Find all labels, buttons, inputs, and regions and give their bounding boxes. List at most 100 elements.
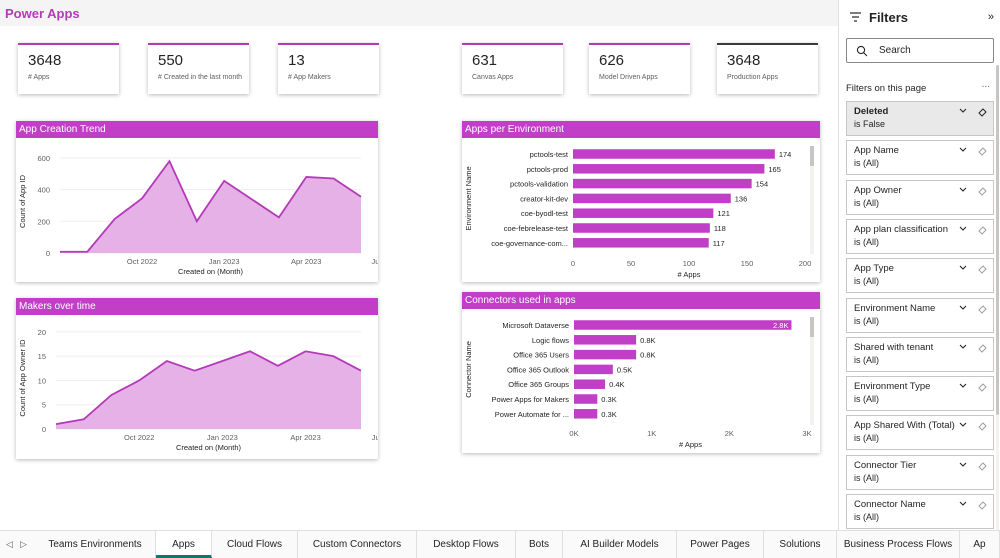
- clear-filter-icon[interactable]: [977, 500, 987, 510]
- tab-scroll-left-icon[interactable]: ◁: [6, 539, 13, 549]
- chevron-down-icon[interactable]: [959, 226, 967, 232]
- app-creation-trend-card[interactable]: App Creation Trend 0 200 400 600 Oct 2022 Jan…: [16, 121, 378, 282]
- filter-card[interactable]: App plan classification is (All): [846, 218, 994, 254]
- filter-name: App Type: [854, 263, 894, 275]
- clear-filter-icon[interactable]: [977, 461, 987, 471]
- filter-value: is (All): [854, 433, 879, 444]
- clear-filter-icon[interactable]: [977, 225, 987, 235]
- category-label: coe-byodl-test: [521, 209, 569, 218]
- kpi-label: # Created in the last month: [158, 74, 243, 81]
- bar: [573, 149, 775, 159]
- clear-filter-icon[interactable]: [977, 304, 987, 314]
- bar: [573, 193, 731, 204]
- filter-card[interactable]: App Name is (All): [846, 140, 994, 176]
- chevron-down-icon[interactable]: [959, 147, 967, 153]
- data-label: 117: [713, 239, 725, 248]
- tab-ai-builder-models[interactable]: AI Builder Models: [563, 531, 677, 558]
- filter-card[interactable]: App Shared With (Total) is (All): [846, 415, 994, 451]
- clear-filter-icon[interactable]: [977, 186, 987, 196]
- filter-name: App Owner: [854, 184, 902, 196]
- scrollbar-track: [810, 146, 814, 254]
- chevron-down-icon[interactable]: [959, 187, 967, 193]
- tab-bots[interactable]: Bots: [516, 531, 563, 558]
- clear-filter-icon[interactable]: [977, 382, 987, 392]
- tab-ap[interactable]: Ap: [960, 531, 1000, 558]
- x-tick-label: 1K: [647, 429, 656, 438]
- chevron-down-icon[interactable]: [959, 422, 967, 428]
- makers-over-time-chart: 0 5 10 15 20 Oct 2022 Jan 2023 Apr 2023 Jul 2023…: [18, 328, 378, 452]
- filter-search-input[interactable]: Search: [846, 38, 994, 63]
- bar: [574, 409, 598, 419]
- filter-name: Environment Name: [854, 302, 936, 314]
- filters-section-label: Filters on this page: [846, 83, 927, 94]
- tab-power-pages[interactable]: Power Pages: [677, 531, 764, 558]
- category-label: Microsoft Dataverse: [502, 321, 569, 330]
- connectors-used-card[interactable]: Connectors used in apps Microsoft Datave…: [462, 292, 820, 453]
- tab-teams-environments[interactable]: Teams Environments: [35, 531, 156, 558]
- filter-card[interactable]: App Type is (All): [846, 258, 994, 294]
- kpi-card-apps[interactable]: 3648 # Apps: [18, 43, 119, 94]
- x-tick-label: Jul 2023: [371, 257, 378, 266]
- filters-scrollbar-thumb[interactable]: [996, 65, 999, 415]
- chevron-down-icon[interactable]: [959, 501, 967, 507]
- kpi-card-production-apps[interactable]: 3648 Production Apps: [717, 43, 818, 94]
- category-label: pctools-test: [530, 150, 569, 159]
- y-tick-label: 600: [37, 154, 50, 163]
- kpi-label: Production Apps: [727, 74, 778, 81]
- clear-filter-icon[interactable]: [977, 343, 987, 353]
- kpi-card-model-driven-apps[interactable]: 626 Model Driven Apps: [589, 43, 690, 94]
- series-line: [55, 350, 362, 426]
- filter-card[interactable]: Deleted is False: [846, 101, 994, 136]
- chevron-down-icon[interactable]: [959, 305, 967, 311]
- y-tick-label: 20: [38, 328, 46, 337]
- tab-business-process-flows[interactable]: Business Process Flows: [837, 531, 960, 558]
- tab-apps[interactable]: Apps: [156, 531, 212, 558]
- filter-value: is (All): [854, 276, 879, 287]
- filter-card[interactable]: App Owner is (All): [846, 179, 994, 215]
- tab-custom-connectors[interactable]: Custom Connectors: [298, 531, 417, 558]
- bar: [574, 349, 637, 360]
- kpi-label: Model Driven Apps: [599, 74, 658, 81]
- x-tick-label: Oct 2022: [127, 257, 157, 266]
- chevron-down-icon[interactable]: [959, 108, 967, 114]
- clear-filter-icon[interactable]: [977, 421, 987, 432]
- filter-card[interactable]: Environment Type is (All): [846, 376, 994, 412]
- kpi-card-canvas-apps[interactable]: 631 Canvas Apps: [462, 43, 563, 94]
- category-label: pctools-validation: [510, 180, 568, 189]
- data-label: 0.4K: [609, 380, 624, 389]
- x-tick-label: 150: [741, 259, 754, 268]
- tab-scroll-right-icon[interactable]: ▷: [20, 539, 27, 549]
- filter-name: Deleted: [854, 106, 889, 117]
- filter-card[interactable]: Shared with tenant is (All): [846, 336, 994, 372]
- tab-cloud-flows[interactable]: Cloud Flows: [212, 531, 298, 558]
- clear-filter-icon[interactable]: [977, 146, 987, 157]
- data-label: 136: [735, 194, 748, 203]
- clear-filter-icon[interactable]: [977, 264, 987, 274]
- bar: [574, 320, 792, 330]
- makers-over-time-card[interactable]: Makers over time 0 5 10 15 20 Oct 2022 Jan 202…: [16, 298, 378, 459]
- area-fill: [60, 161, 361, 253]
- kpi-card-created-last-month[interactable]: 550 # Created in the last month: [148, 43, 249, 94]
- kpi-label: # Apps: [28, 74, 50, 81]
- x-tick-label: 0K: [569, 429, 578, 438]
- kpi-card-app-makers[interactable]: 13 # App Makers: [278, 43, 379, 94]
- chevron-down-icon[interactable]: [959, 265, 967, 271]
- tab-desktop-flows[interactable]: Desktop Flows: [417, 531, 516, 558]
- tab-solutions[interactable]: Solutions: [764, 531, 837, 558]
- filter-card[interactable]: Connector Name is (All): [846, 494, 994, 529]
- chevron-down-icon[interactable]: [959, 462, 967, 468]
- collapse-pane-icon[interactable]: »: [987, 11, 994, 23]
- chevron-down-icon[interactable]: [959, 344, 967, 350]
- more-options-icon[interactable]: ...: [981, 79, 990, 90]
- y-tick-label: 15: [38, 352, 46, 361]
- category-label: pctools-prod: [527, 165, 568, 174]
- filter-card[interactable]: Environment Name is (All): [846, 297, 994, 333]
- clear-filter-icon[interactable]: [977, 107, 987, 117]
- x-tick-label: Jan 2023: [207, 433, 238, 442]
- bar: [573, 208, 714, 218]
- filter-value: is (All): [854, 512, 879, 522]
- chevron-down-icon[interactable]: [959, 383, 967, 389]
- x-tick-label: 3K: [802, 429, 811, 438]
- filter-card[interactable]: Connector Tier is (All): [846, 454, 994, 490]
- apps-per-environment-card[interactable]: Apps per Environment pctools-test 174 pcto…: [462, 121, 820, 282]
